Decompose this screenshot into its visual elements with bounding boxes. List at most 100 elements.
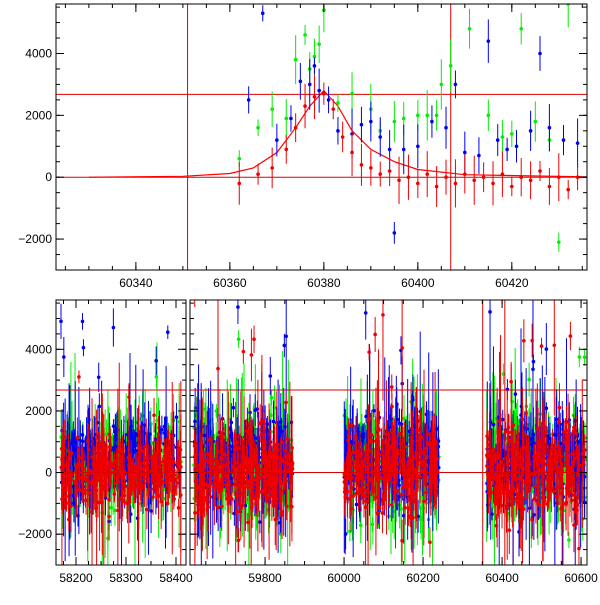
y-tick-label: 0 — [45, 466, 52, 480]
blue-point — [253, 408, 257, 412]
red-point — [145, 473, 149, 477]
axes-frame — [56, 4, 587, 270]
green-point — [237, 157, 241, 161]
blue-point — [538, 52, 542, 56]
red-point — [398, 432, 402, 436]
green-point — [270, 107, 274, 111]
red-point — [121, 476, 125, 480]
blue-point — [369, 120, 373, 124]
red-point — [407, 175, 411, 179]
red-point — [322, 92, 326, 96]
blue-point — [402, 148, 406, 152]
red-point — [89, 510, 93, 514]
blue-point — [149, 509, 153, 513]
red-point — [472, 179, 476, 183]
red-point — [193, 444, 197, 448]
blue-point — [576, 141, 580, 145]
blue-point — [97, 375, 101, 379]
blue-point — [255, 436, 259, 440]
red-point — [491, 182, 495, 186]
red-point — [175, 481, 179, 485]
green-point — [449, 64, 453, 68]
red-point — [270, 166, 274, 170]
red-point — [112, 492, 116, 496]
red-point — [135, 474, 139, 478]
red-point — [219, 456, 223, 460]
red-point — [510, 185, 514, 189]
blue-point — [283, 425, 287, 429]
red-point — [239, 464, 243, 468]
blue-point — [327, 98, 331, 102]
red-point — [256, 172, 260, 176]
red-point — [237, 538, 241, 542]
red-point — [538, 169, 542, 173]
red-point — [435, 185, 439, 189]
red-point — [270, 494, 274, 498]
red-point — [267, 480, 271, 484]
red-point — [133, 486, 137, 490]
red-point — [195, 470, 199, 474]
red-point — [142, 461, 146, 465]
blue-point — [355, 503, 359, 507]
red-point — [62, 473, 66, 477]
red-point — [294, 126, 298, 130]
red-point — [99, 476, 103, 480]
red-point — [69, 504, 73, 508]
red-point — [519, 175, 523, 179]
blue-point — [232, 406, 236, 410]
blue-point — [261, 11, 265, 15]
red-point — [370, 433, 374, 437]
blue-point — [505, 148, 509, 152]
red-point — [214, 459, 218, 463]
blue-point — [247, 98, 251, 102]
green-point — [359, 524, 363, 528]
red-point — [245, 481, 249, 485]
blue-point — [166, 330, 170, 334]
blue-point — [279, 420, 283, 424]
red-point — [166, 448, 170, 452]
red-point — [66, 484, 70, 488]
green-point — [350, 92, 354, 96]
red-point — [155, 464, 159, 468]
red-point — [223, 453, 227, 457]
red-point — [64, 495, 68, 499]
blue-point — [283, 344, 287, 348]
red-point — [101, 473, 105, 477]
blue-point — [378, 135, 382, 139]
red-point — [263, 458, 267, 462]
red-point — [381, 511, 385, 515]
red-point — [208, 484, 212, 488]
red-point — [273, 476, 277, 480]
red-point — [177, 506, 181, 510]
red-point — [128, 500, 132, 504]
y-tick-label: −2000 — [18, 232, 52, 246]
red-point — [284, 479, 288, 483]
blue-point — [444, 126, 448, 130]
red-point — [237, 182, 241, 186]
green-point — [303, 33, 307, 37]
green-point — [519, 27, 523, 31]
red-point — [205, 499, 209, 503]
x-tick-label: 60340 — [119, 276, 153, 290]
green-point — [256, 126, 260, 130]
blue-point — [416, 144, 420, 148]
red-point — [177, 475, 181, 479]
red-point — [397, 179, 401, 183]
red-point — [95, 506, 99, 510]
red-point — [271, 479, 275, 483]
red-point — [359, 452, 363, 456]
red-point — [364, 488, 368, 492]
red-point — [208, 438, 212, 442]
green-point — [557, 240, 561, 244]
red-point — [163, 454, 167, 458]
red-point — [548, 185, 552, 189]
red-point — [408, 456, 412, 460]
x-tick-label: 60420 — [495, 276, 529, 290]
red-point — [230, 497, 234, 501]
blue-point — [393, 231, 397, 235]
blue-point — [275, 138, 279, 142]
green-point — [440, 83, 444, 87]
